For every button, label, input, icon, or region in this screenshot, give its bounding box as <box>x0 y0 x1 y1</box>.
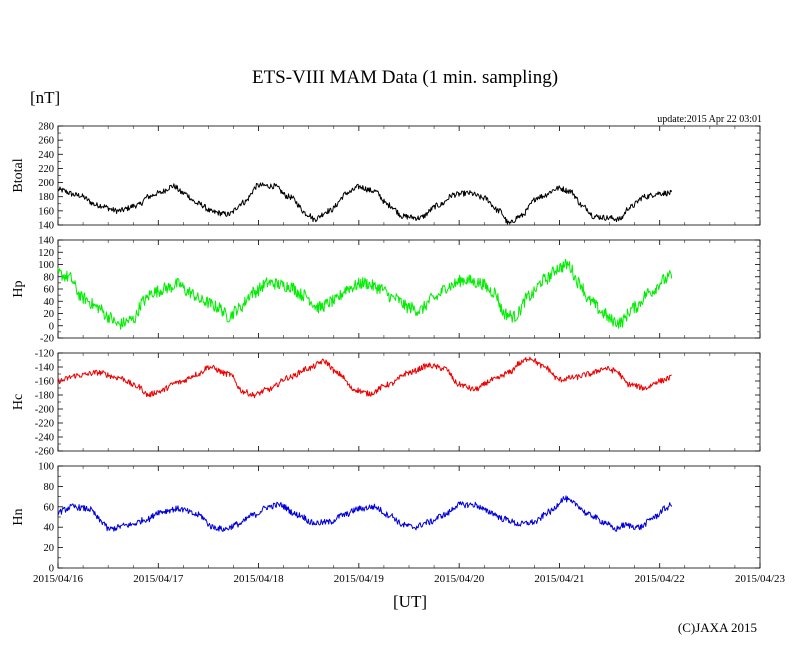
x-tick-label: 2015/04/21 <box>534 573 584 585</box>
hc-y-label: Hc <box>11 394 26 410</box>
hn-y-tick-label: 100 <box>38 462 54 473</box>
btotal-y-tick-label: 180 <box>38 192 54 203</box>
unit-label: [nT] <box>30 88 61 107</box>
hn-y-tick-label: 60 <box>44 502 55 513</box>
hp-y-tick-label: 60 <box>44 285 55 296</box>
btotal-series-line <box>57 182 673 225</box>
x-tick-label: 2015/04/20 <box>434 573 485 585</box>
btotal-panel-frame <box>57 125 761 226</box>
hc-y-tick-label: -140 <box>35 363 54 374</box>
x-tick-label: 2015/04/16 <box>33 573 84 585</box>
x-tick-label: 2015/04/22 <box>635 573 685 585</box>
hc-y-tick-label: -220 <box>35 419 54 430</box>
btotal-y-tick-label: 280 <box>38 122 54 133</box>
hp-y-label: Hp <box>11 280 26 297</box>
hc-y-tick-label: -180 <box>35 391 54 402</box>
hc-y-tick-label: -260 <box>35 447 54 458</box>
hp-y-tick-label: 80 <box>44 272 55 283</box>
hp-y-tick-label: 140 <box>38 236 54 247</box>
hp-series-line <box>57 258 673 330</box>
hp-y-tick-label: 100 <box>38 260 54 271</box>
hc-y-tick-label: -240 <box>35 433 54 444</box>
hp-y-tick-label: 40 <box>44 297 55 308</box>
hn-y-tick-label: 40 <box>44 523 55 534</box>
x-tick-label: 2015/04/23 <box>735 573 786 585</box>
btotal-y-tick-label: 200 <box>38 178 54 189</box>
hn-y-tick-label: 80 <box>44 482 55 493</box>
hp-y-tick-label: 120 <box>38 248 54 259</box>
hn-y-tick-label: 20 <box>44 543 55 554</box>
x-tick-label: 2015/04/18 <box>234 573 285 585</box>
x-axis-label: [UT] <box>393 592 427 611</box>
hc-panel-frame <box>57 352 761 452</box>
hp-y-tick-label: 0 <box>49 321 54 332</box>
update-timestamp: update:2015 Apr 22 03:01 <box>657 114 762 125</box>
chart-title: ETS-VIII MAM Data (1 min. sampling) <box>251 67 559 88</box>
hn-series-line <box>57 495 673 532</box>
x-tick-label: 2015/04/19 <box>334 573 385 585</box>
hn-y-tick-label: 0 <box>49 564 54 575</box>
hc-series-line <box>57 356 672 399</box>
hc-y-tick-label: -200 <box>35 405 54 416</box>
btotal-y-tick-label: 220 <box>38 164 54 175</box>
hc-y-tick-label: -120 <box>35 349 54 360</box>
x-tick-label: 2015/04/17 <box>133 573 184 585</box>
btotal-y-tick-label: 240 <box>38 150 54 161</box>
btotal-y-tick-label: 140 <box>38 221 54 232</box>
hn-y-label: Hn <box>11 508 26 525</box>
btotal-y-label: Btotal <box>11 158 26 192</box>
hc-y-tick-label: -160 <box>35 377 54 388</box>
hp-y-tick-label: 20 <box>44 309 55 320</box>
hp-y-tick-label: -20 <box>40 334 54 345</box>
copyright-credit: (C)JAXA 2015 <box>677 620 757 635</box>
btotal-y-tick-label: 260 <box>38 136 54 147</box>
btotal-y-tick-label: 160 <box>38 206 54 217</box>
